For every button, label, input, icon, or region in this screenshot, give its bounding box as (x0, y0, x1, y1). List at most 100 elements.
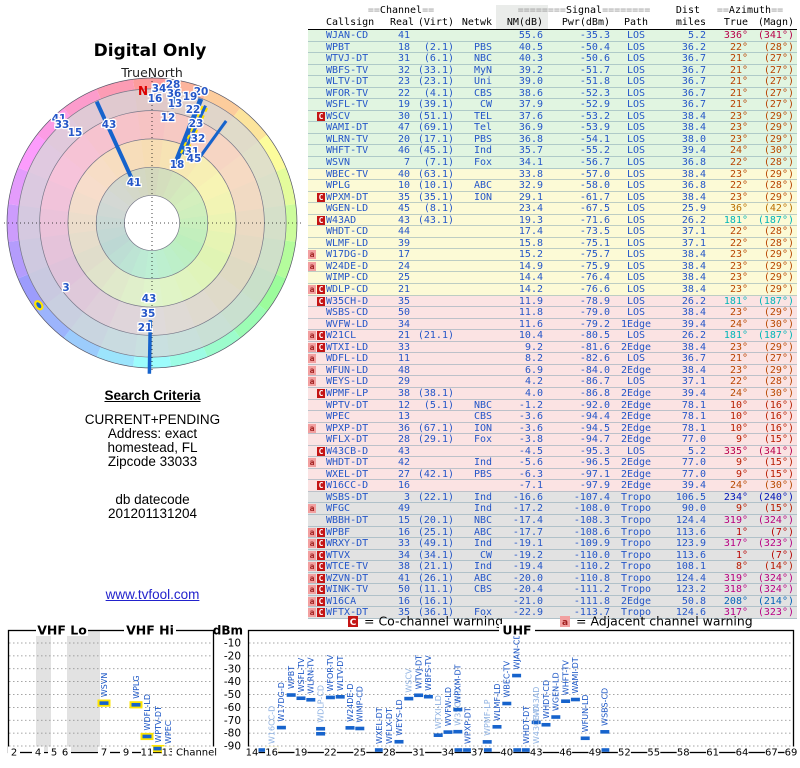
station-label: WPMF-LP (483, 699, 492, 736)
cell-netwk (454, 596, 496, 607)
cell-callsign: WFUN-LD (326, 364, 369, 376)
cell-pwr: -76.4 (579, 272, 610, 284)
cell-azimuth-true: 22° (729, 237, 748, 249)
adjacent-warning-badge (308, 516, 316, 525)
cell-pwr: -81.6 (579, 341, 610, 353)
station-label: WLTV-DT (336, 656, 345, 691)
cell-callsign: W43CB-D (326, 445, 369, 457)
col-pwr: Pwr(dBm) (561, 17, 610, 28)
cell-path: LOS (626, 203, 646, 215)
table-row: WHDT-CD 44 17.4 -73.5 LOS 37.1 22° (28°) (308, 226, 797, 238)
azimuth-hue-segment (8, 240, 29, 279)
polar-channel-label: 19 (183, 91, 198, 103)
cell-azimuth-magn: (30°) (763, 480, 794, 492)
polar-channel-label: 31 (185, 146, 200, 158)
azimuth-hue-segment (203, 89, 241, 117)
station-label: WTXI-LD (434, 695, 443, 729)
cell-azimuth-magn: (30°) (763, 145, 794, 157)
cell-path: LOS (626, 295, 646, 307)
adjacent-warning-badge: a (308, 250, 316, 260)
cell-miles: 78.1 (681, 399, 706, 411)
co-channel-warning-badge (317, 31, 325, 40)
cell-callsign: WAMI-DT (326, 122, 369, 134)
cell-virt (410, 249, 454, 260)
cell-pwr: -84.0 (579, 364, 610, 376)
vhf-channel-tick: 13 (162, 748, 175, 759)
adjacent-warning-badge (308, 146, 316, 155)
cell-nm: 35.7 (518, 145, 543, 157)
cell-real: 44 (397, 226, 410, 238)
db-datecode-value: 201201131204 (107, 506, 198, 521)
azimuth-hue-segment (275, 240, 296, 279)
cell-azimuth-true: 24° (729, 387, 748, 399)
cell-netwk: Tel (473, 122, 492, 134)
cell-callsign: WFLX-DT (326, 434, 369, 446)
cell-netwk: TEL (473, 110, 492, 122)
cell-azimuth-magn: (42°) (763, 203, 794, 215)
cell-miles: 37.1 (681, 376, 706, 388)
azimuth-hue-segment (169, 346, 208, 367)
cell-pwr: -52.3 (579, 87, 610, 99)
cell-netwk: ION (473, 422, 492, 434)
cell-miles: 38.0 (681, 133, 706, 145)
cell-real: 23 (397, 76, 410, 88)
tvfool-link[interactable]: www.tvfool.com (105, 587, 200, 602)
vhf-channel-tick: 11 (141, 748, 154, 759)
station-azimuth-bar (171, 89, 176, 96)
station-point (423, 694, 433, 699)
cell-virt (410, 307, 454, 318)
cell-virt: (23.1) (417, 76, 454, 88)
cell-path: 2Edge (620, 480, 652, 492)
cell-path: LOS (626, 330, 646, 342)
co-channel-warning-badge: C (317, 215, 325, 225)
cell-netwk (454, 215, 496, 226)
cell-nm: -17.4 (512, 514, 543, 526)
cell-virt: (45.1) (417, 145, 454, 157)
cell-azimuth-magn: (29°) (763, 133, 794, 145)
cell-virt: (39.1) (417, 99, 454, 111)
co-channel-warning-badge: C (317, 539, 325, 549)
cell-azimuth-true: 36° (729, 203, 748, 215)
co-channel-warning-badge: C (317, 562, 325, 572)
table-row: WSFL-TV 19 (39.1) CW 37.9 -52.9 LOS 36.7 21° (27°… (308, 99, 797, 111)
cell-callsign: WHDT-CD (326, 226, 369, 238)
cell-netwk (454, 261, 496, 272)
station-label: WLMF-LD (493, 683, 502, 720)
cell-netwk (454, 226, 496, 237)
station-azimuth-bar (147, 320, 153, 374)
cell-virt: (38.1) (417, 387, 454, 399)
cell-real: 41 (397, 30, 410, 41)
cell-callsign: WFOR-TV (326, 87, 369, 99)
cell-virt: (51.1) (417, 110, 454, 122)
table-row: a C WFTX-DT 35 (36.1) Fox -22.9 -113.7 Tropo 124.… (308, 607, 797, 619)
cell-path: LOS (626, 53, 646, 65)
cell-azimuth-true: 234° (723, 491, 748, 503)
adjacent-warning-badge (308, 308, 316, 317)
cell-path: Tropo (620, 503, 652, 515)
cell-azimuth-magn: (28°) (763, 180, 794, 192)
cell-path: LOS (626, 157, 646, 169)
azimuth-hue-segment (96, 346, 135, 367)
station-label: WHDT-CD (542, 680, 551, 719)
cell-callsign: WTVX (326, 549, 351, 561)
cell-azimuth-magn: (27°) (763, 87, 794, 99)
cell-nm: 37.9 (518, 99, 543, 111)
station-point (492, 725, 502, 729)
uhf-channel-tick: 31 (412, 748, 425, 759)
cell-azimuth-magn: (15°) (763, 434, 794, 446)
azimuth-hue-segment (63, 89, 101, 117)
azimuth-hue-segment (28, 141, 131, 213)
cell-path: LOS (626, 122, 646, 134)
channel-axis-label: Channel (176, 748, 217, 759)
cell-callsign: WPTV-DT (326, 399, 369, 411)
station-label: WSBS-CD (601, 688, 610, 726)
station-point (306, 697, 316, 702)
cell-netwk: CBS (473, 584, 492, 596)
cell-virt: (63.1) (417, 168, 454, 180)
table-row: C W35CH-D 35 11.9 -78.9 LOS 26.2 181° (187°) (308, 295, 797, 308)
cell-miles: 38.4 (681, 191, 706, 203)
station-point (502, 701, 512, 706)
adjacent-warning-badge (308, 401, 316, 410)
adjacent-warning-badge (308, 66, 316, 75)
station-point (374, 748, 384, 752)
